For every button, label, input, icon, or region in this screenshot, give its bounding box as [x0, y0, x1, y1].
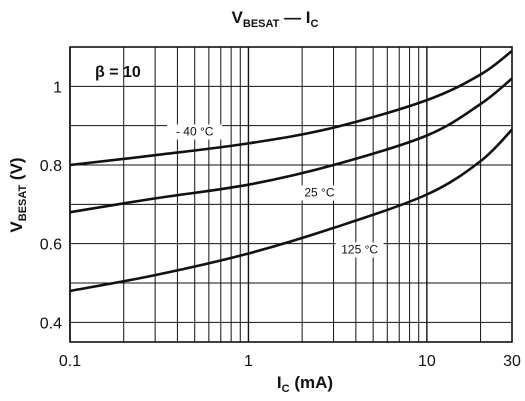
series-label-bg	[167, 124, 223, 140]
y-tick-label: 0.8	[40, 158, 62, 175]
y-axis-label: VBESAT (V)	[7, 157, 29, 232]
series-line-2	[69, 128, 513, 293]
title-sub2: C	[311, 18, 319, 30]
y-tick-label: 1	[53, 79, 62, 96]
x-tick-label: 0.1	[59, 353, 81, 370]
series-label-bg	[298, 185, 340, 201]
series-line-0	[69, 49, 513, 167]
grid	[69, 46, 513, 343]
x-tick-label: 10	[418, 353, 436, 370]
series-label-2: 125 °C	[341, 243, 378, 257]
y-tick-labels: 0.4 0.6 0.8 1	[40, 79, 62, 332]
x-axis-label: IC (mA)	[277, 373, 333, 395]
y-tick-label: 0.4	[40, 315, 62, 332]
title-main: V	[232, 8, 244, 27]
series-lines	[69, 49, 513, 293]
series-line-1	[69, 77, 513, 214]
title-sep: — I	[279, 8, 310, 27]
title-sub: BESAT	[243, 18, 280, 30]
series-labels: - 40 °C 25 °C 125 °C	[167, 124, 384, 258]
ylabel-main: V	[7, 221, 26, 233]
xlabel-suffix: (mA)	[290, 373, 333, 392]
ylabel-suffix: (V)	[7, 157, 26, 184]
series-label-1: 25 °C	[304, 185, 334, 199]
xlabel-main: I	[277, 373, 282, 392]
series-label-bg	[335, 242, 384, 258]
x-tick-label: 1	[244, 353, 253, 370]
x-tick-labels: 0.1 1 10 30	[59, 353, 521, 370]
beta-annotation: β = 10	[95, 64, 141, 81]
x-tick-label: 30	[503, 353, 521, 370]
ylabel-sub: BESAT	[17, 185, 29, 222]
chart-title: VBESAT — IC	[232, 8, 319, 30]
plot-frame	[69, 46, 513, 343]
xlabel-sub: C	[282, 383, 290, 395]
series-label-0: - 40 °C	[176, 125, 214, 139]
y-tick-label: 0.6	[40, 237, 62, 254]
